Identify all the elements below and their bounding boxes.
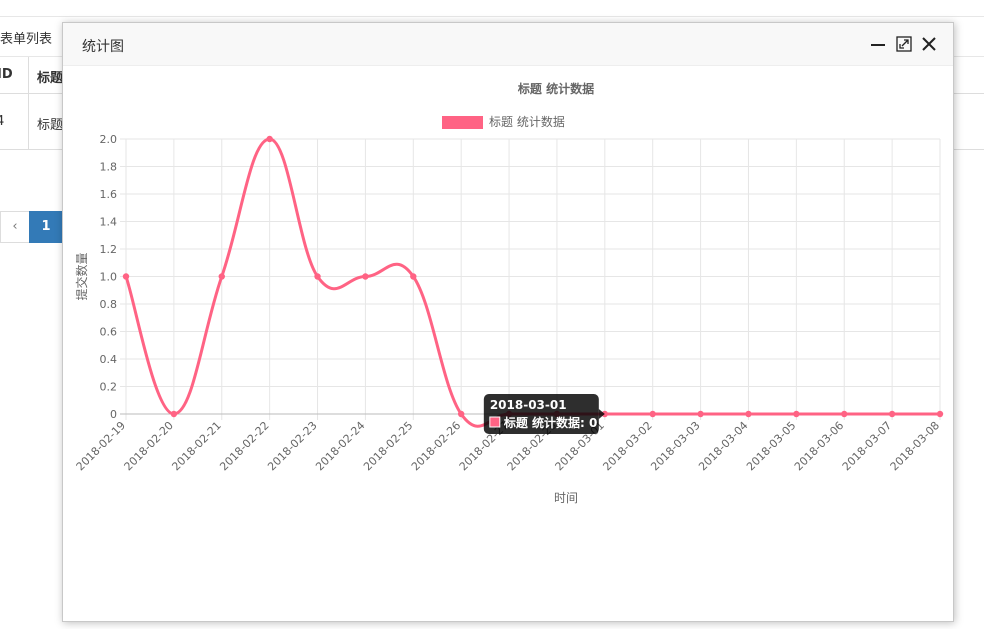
tooltip-title: 2018-03-01	[490, 398, 567, 412]
data-point[interactable]	[314, 273, 321, 280]
y-tick-label: 2.0	[100, 133, 118, 146]
data-point[interactable]	[936, 410, 944, 418]
x-tick-label: 2018-03-07	[840, 419, 894, 473]
data-point[interactable]	[122, 273, 130, 280]
y-tick-label: 0	[110, 408, 117, 421]
minimize-icon[interactable]	[868, 34, 888, 54]
x-tick-label: 2018-02-22	[217, 419, 271, 473]
pagination-prev-button[interactable]: ‹	[0, 211, 29, 243]
x-tick-label: 2018-02-19	[74, 419, 128, 473]
maximize-icon[interactable]	[894, 34, 914, 54]
data-point[interactable]	[170, 410, 178, 418]
chart-modal: 统计图 标题 统计数据 标题 统计数据 0 0.2 0.4 0.6 0.8 1.0 1.2 1.4…	[62, 22, 954, 622]
y-tick-label: 0.4	[100, 353, 118, 366]
data-point[interactable]	[888, 410, 896, 418]
y-tick-label: 1.6	[100, 188, 118, 201]
x-tick-label: 2018-02-21	[169, 419, 223, 473]
modal-title: 统计图	[82, 39, 124, 55]
close-icon[interactable]	[919, 34, 939, 54]
data-point[interactable]	[841, 410, 848, 418]
y-tick-label: 0.2	[100, 381, 118, 394]
legend-swatch[interactable]	[442, 116, 483, 129]
data-point[interactable]	[410, 273, 417, 280]
data-point[interactable]	[793, 410, 800, 418]
legend-label[interactable]: 标题 统计数据	[489, 114, 565, 129]
x-tick-label: 2018-02-20	[122, 419, 176, 473]
table-cell-id: 4	[0, 114, 5, 129]
modal-header[interactable]: 统计图	[63, 23, 953, 66]
data-point[interactable]	[697, 410, 704, 418]
top-divider	[0, 16, 984, 17]
series-line	[124, 137, 940, 428]
data-point[interactable]	[649, 410, 656, 418]
tooltip-box	[483, 394, 599, 434]
y-axis-title: 提交数量	[74, 252, 89, 300]
table-cell-title[interactable]: 标题	[37, 118, 64, 133]
y-tick-label: 1.4	[100, 216, 118, 229]
x-tick-label: 2018-03-05	[744, 419, 798, 473]
x-tick-label: 2018-02-24	[313, 419, 367, 473]
x-tick-label: 2018-03-06	[792, 419, 846, 473]
section-title: 表单列表	[0, 32, 53, 47]
y-tick-label: 0.8	[100, 298, 118, 311]
x-tick-label: 2018-03-08	[888, 419, 942, 473]
y-tick-label: 1.8	[100, 161, 118, 174]
tooltip-swatch	[489, 416, 501, 428]
table-header-id: ID	[0, 67, 13, 82]
data-point[interactable]	[745, 410, 752, 418]
data-point[interactable]	[266, 135, 273, 143]
x-tick-label: 2018-02-23	[265, 419, 319, 473]
table-column-divider	[28, 57, 29, 150]
x-tick-label: 2018-03-04	[696, 419, 750, 473]
x-tick-label: 2018-02-26	[409, 419, 463, 473]
y-tick-label: 1.2	[100, 243, 118, 256]
data-point[interactable]	[218, 273, 225, 280]
x-tick-label: 2018-03-02	[600, 419, 654, 473]
x-tick-label: 2018-02-25	[361, 419, 415, 473]
chart-title: 标题 统计数据	[517, 81, 594, 96]
data-point[interactable]	[362, 273, 369, 280]
tooltip-caret	[598, 409, 605, 419]
x-axis-title: 时间	[554, 491, 578, 505]
x-tick-label: 2018-03-03	[648, 419, 702, 473]
pagination-page-1[interactable]: 1	[29, 211, 63, 243]
data-point[interactable]	[457, 410, 465, 418]
y-tick-label: 1.0	[100, 271, 118, 284]
table-header-title: 标题	[37, 71, 64, 86]
y-tick-label: 0.6	[100, 326, 118, 339]
tooltip-label: 标题 统计数据: 0	[503, 415, 598, 430]
chart-area: 标题 统计数据 标题 统计数据 0 0.2 0.4 0.6 0.8 1.0 1.2 1.4 1.6 1…	[63, 65, 953, 625]
